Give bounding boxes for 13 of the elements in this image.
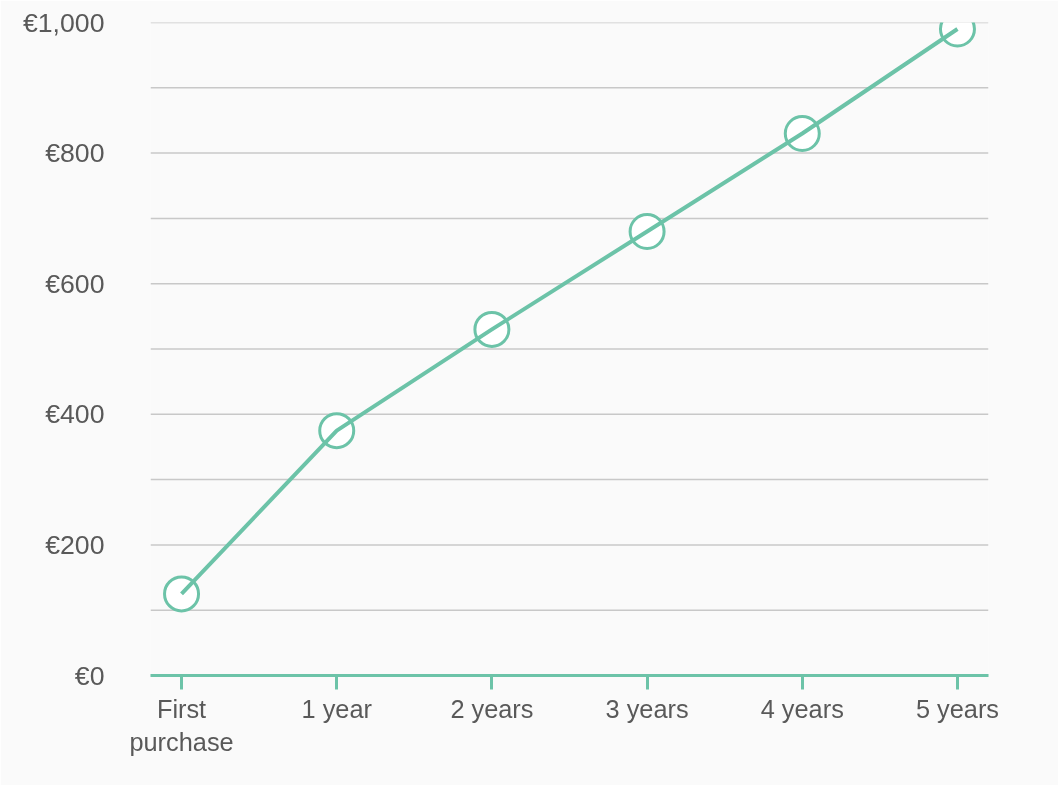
x-tick-label: 2 years (450, 694, 534, 723)
x-tick-label: 1 year (301, 694, 373, 723)
point (163, 575, 201, 613)
y-tick-label: €800 (45, 138, 105, 169)
y-tick-label: €0 (74, 660, 105, 691)
x-tick-label: 3 years (605, 694, 689, 723)
x-tick-label: 5 years (915, 694, 999, 723)
x-tick-label: First purchase (129, 694, 234, 757)
y-tick-label: €600 (45, 268, 105, 299)
y-tick-label: €400 (45, 399, 105, 430)
y-tick-label: €1,000 (22, 7, 105, 38)
x-tick-label: 4 years (760, 694, 844, 723)
y-tick-label: €200 (45, 529, 105, 560)
